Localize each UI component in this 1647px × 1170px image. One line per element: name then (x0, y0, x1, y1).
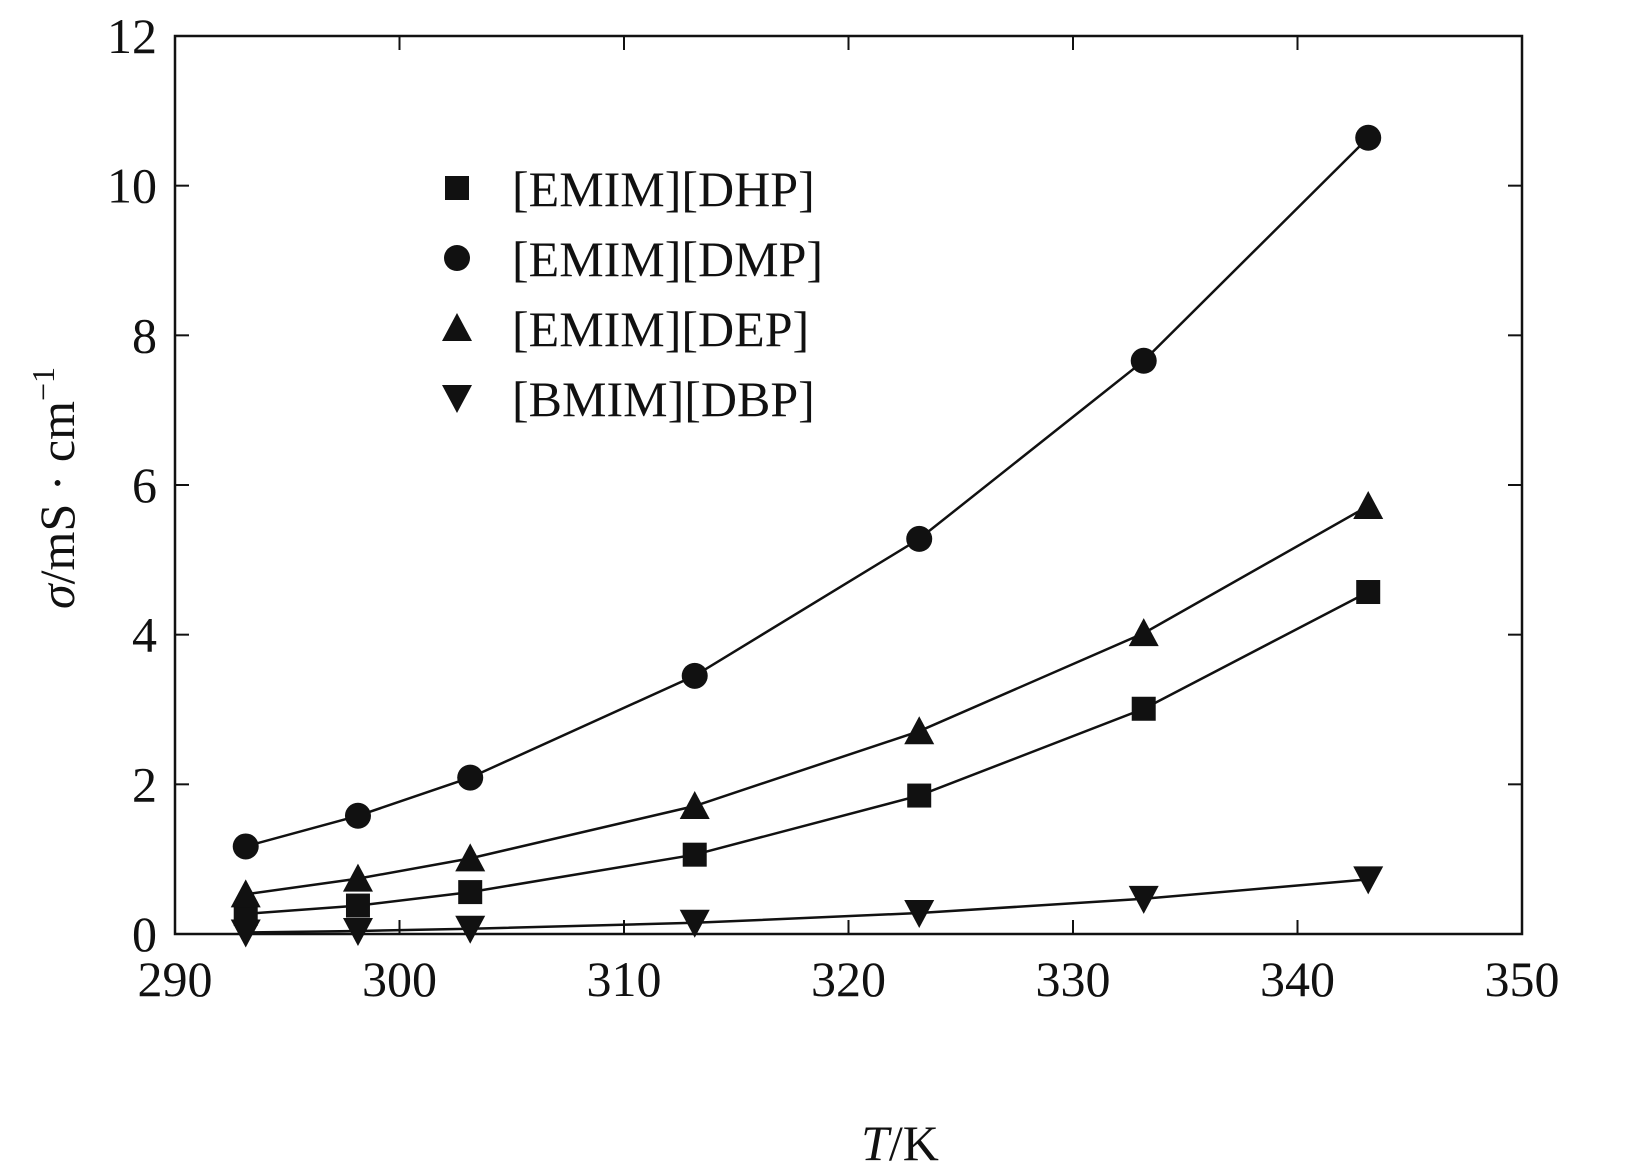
legend-label: [BMIM][DBP] (512, 371, 815, 427)
data-point-square (458, 880, 483, 905)
series-markers (230, 124, 1384, 948)
series-line-3 (245, 878, 1369, 934)
y-tick-label: 8 (132, 307, 157, 363)
legend: [EMIM][DHP] [EMIM][DMP] [EMIM][DEP] [BMIM][… (442, 161, 823, 427)
y-axis-label-exponent: −1 (25, 367, 61, 401)
data-point-triangle-down (679, 909, 710, 938)
data-point-triangle-down (1353, 866, 1384, 895)
legend-marker-triangle-down (442, 385, 472, 413)
data-point-triangle-down (230, 919, 261, 948)
x-tick-label: 330 (1036, 951, 1111, 1007)
y-axis-label: σ/mS · cm−1 (25, 367, 85, 609)
data-point-circle (344, 802, 371, 829)
legend-marker-triangle-up (442, 313, 472, 341)
y-tick-label: 12 (107, 8, 157, 64)
data-point-triangle-down (904, 900, 935, 929)
data-point-square (1356, 580, 1381, 605)
data-point-circle (232, 833, 259, 860)
data-point-triangle-up (455, 843, 486, 872)
data-point-triangle-up (230, 879, 261, 908)
data-point-triangle-up (1353, 490, 1384, 519)
y-tick-label: 10 (107, 158, 157, 214)
legend-label: [EMIM][DHP] (512, 161, 815, 217)
data-point-triangle-down (1128, 885, 1159, 914)
y-axis-label-symbol: σ (29, 582, 85, 609)
ticks: 290 300 310 320 330 340 350 0 2 4 6 8 10 12 (107, 8, 1560, 1007)
data-point-triangle-up (342, 863, 373, 892)
data-point-circle (1130, 347, 1157, 374)
legend-label: [EMIM][DEP] (512, 301, 809, 357)
series-line-0 (245, 590, 1369, 916)
x-axis-label-symbol: T (861, 1115, 892, 1170)
series-line-2 (245, 504, 1369, 896)
data-point-triangle-up (679, 791, 710, 820)
x-tick-label: 340 (1260, 951, 1335, 1007)
x-tick-label: 290 (138, 951, 213, 1007)
data-point-square (907, 783, 932, 808)
data-point-triangle-down (342, 918, 373, 947)
data-point-circle (457, 764, 484, 791)
data-point-triangle-down (455, 915, 486, 944)
x-tick-label: 320 (811, 951, 886, 1007)
x-tick-label: 310 (587, 951, 662, 1007)
legend-marker-circle (444, 245, 470, 271)
data-point-circle (1355, 124, 1382, 151)
legend-marker-square (445, 176, 469, 200)
legend-label: [EMIM][DMP] (512, 231, 823, 287)
data-point-triangle-up (1128, 618, 1159, 647)
x-axis-label: T/K (861, 1115, 939, 1170)
y-tick-label: 4 (132, 607, 157, 663)
data-point-circle (906, 525, 933, 552)
y-tick-label: 0 (132, 906, 157, 962)
data-point-circle (681, 662, 708, 689)
y-tick-label: 2 (132, 756, 157, 812)
axes (173, 34, 1524, 936)
data-point-square (1131, 696, 1156, 721)
y-axis-label-unit: /mS · cm (29, 401, 85, 584)
x-tick-label: 300 (362, 951, 437, 1007)
data-point-square (345, 893, 370, 918)
plot-frame (173, 34, 1524, 936)
y-tick-label: 6 (132, 457, 157, 513)
data-point-triangle-up (904, 716, 935, 745)
x-tick-label: 350 (1485, 951, 1560, 1007)
data-point-square (682, 842, 707, 867)
x-axis-label-unit: /K (889, 1115, 939, 1170)
